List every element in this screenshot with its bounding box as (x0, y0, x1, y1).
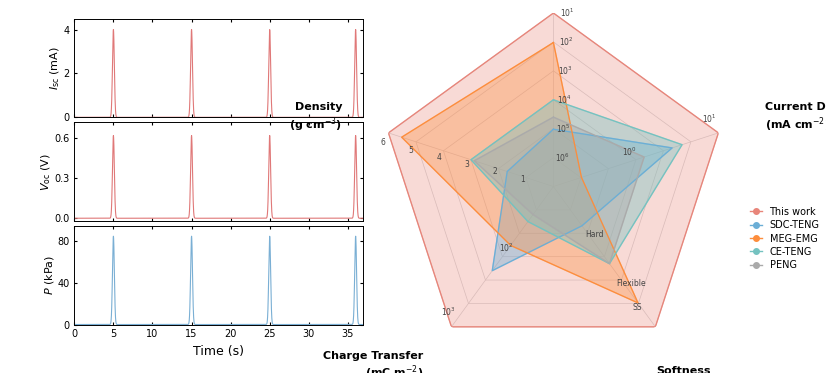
Text: $10^1$: $10^1$ (702, 112, 717, 125)
Y-axis label: $I_{\mathrm{sc}}$ (mA): $I_{\mathrm{sc}}$ (mA) (48, 46, 62, 90)
Text: SS: SS (633, 303, 642, 312)
Text: $10^2$: $10^2$ (499, 241, 514, 254)
Polygon shape (492, 129, 672, 271)
Text: Density
(g cm$^{-3}$): Density (g cm$^{-3}$) (289, 102, 342, 134)
Text: Flexible: Flexible (617, 279, 646, 288)
Text: Hard: Hard (585, 231, 604, 239)
Legend: This work, SDC-TENG, MEG-EMG, CE-TENG, PENG: This work, SDC-TENG, MEG-EMG, CE-TENG, P… (749, 206, 820, 271)
Text: $10^3$: $10^3$ (558, 65, 573, 77)
Text: $10^4$: $10^4$ (557, 94, 572, 106)
Text: $10^2$: $10^2$ (559, 36, 574, 48)
Text: Softness: Softness (657, 366, 711, 373)
Text: 1: 1 (520, 175, 525, 184)
Y-axis label: $P$ (kPa): $P$ (kPa) (43, 255, 56, 295)
Text: Charge Transfer
(mC m$^{-2}$): Charge Transfer (mC m$^{-2}$) (323, 351, 423, 373)
Text: $10^1$: $10^1$ (560, 7, 575, 19)
Text: $10^3$: $10^3$ (441, 306, 456, 318)
Text: 6: 6 (381, 138, 386, 147)
Text: 4: 4 (437, 153, 441, 162)
Text: $10^6$: $10^6$ (554, 151, 569, 164)
Text: 3: 3 (464, 160, 469, 169)
Polygon shape (471, 100, 682, 264)
Polygon shape (474, 117, 644, 264)
Text: $10^5$: $10^5$ (556, 122, 571, 135)
Y-axis label: $V_{\mathrm{oc}}$ (V): $V_{\mathrm{oc}}$ (V) (40, 153, 53, 191)
Text: Current Density
(mA cm$^{-2}$): Current Density (mA cm$^{-2}$) (765, 102, 826, 134)
Text: $10^0$: $10^0$ (622, 146, 637, 158)
Polygon shape (401, 43, 638, 303)
Text: 5: 5 (409, 145, 414, 155)
Text: 2: 2 (492, 167, 497, 176)
Polygon shape (388, 13, 719, 327)
X-axis label: Time (s): Time (s) (193, 345, 244, 358)
